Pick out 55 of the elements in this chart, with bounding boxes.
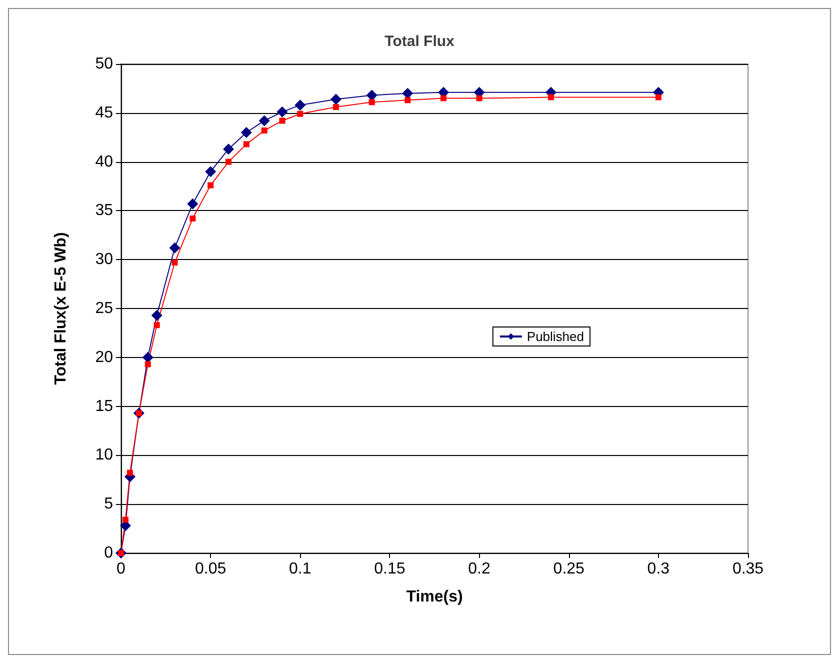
point [440, 95, 446, 102]
point [169, 242, 180, 254]
point [225, 158, 232, 165]
x-tick-label: 0.15 [374, 560, 406, 578]
point [476, 95, 482, 102]
point [404, 97, 411, 104]
y-tick-label: 10 [95, 446, 114, 464]
point [548, 94, 554, 100]
point [172, 260, 178, 266]
point [332, 104, 339, 110]
y-tick-label: 0 [104, 544, 114, 562]
chart-title: Total Flux [384, 33, 456, 50]
y-tick-label: 45 [95, 104, 114, 122]
point [154, 322, 160, 328]
legend-label: Published [526, 329, 584, 344]
point [240, 126, 252, 138]
y-tick-label: 15 [95, 398, 114, 415]
y-axis-title: Total Flux(x E-5 Wb) [52, 232, 70, 385]
x-tick-label: 0.2 [468, 560, 491, 578]
point [655, 94, 662, 100]
point [190, 216, 196, 222]
y-tick-label: 5 [104, 496, 114, 513]
point [258, 115, 270, 126]
point [297, 110, 304, 117]
point [368, 99, 375, 106]
point [187, 198, 198, 210]
x-tick-label: 0.35 [732, 560, 764, 578]
x-tick-label: 0.3 [647, 560, 670, 578]
point [261, 128, 268, 134]
point [205, 166, 216, 178]
x-tick-label: 0.25 [553, 560, 585, 578]
y-tick-label: 30 [95, 251, 114, 268]
point [330, 94, 342, 105]
point [151, 310, 162, 321]
point [144, 361, 151, 368]
point [402, 88, 414, 99]
point [122, 516, 128, 523]
y-tick-label: 50 [95, 56, 114, 72]
y-tick-label: 35 [95, 202, 114, 220]
x-tick-label: 0 [116, 560, 126, 578]
point [142, 352, 154, 363]
point [276, 106, 288, 118]
y-tick-label: 40 [95, 153, 114, 170]
x-tick-label: 0.05 [195, 560, 226, 578]
y-tick-label: 25 [95, 300, 114, 317]
point [294, 100, 306, 111]
point [222, 144, 234, 155]
point [366, 90, 378, 101]
point [243, 141, 250, 148]
point [279, 118, 286, 124]
x-axis-title: Time(s) [406, 588, 463, 606]
point [126, 470, 133, 476]
y-tick-label: 20 [95, 348, 114, 366]
point [208, 182, 214, 188]
x-tick-label: 0.1 [289, 560, 312, 578]
